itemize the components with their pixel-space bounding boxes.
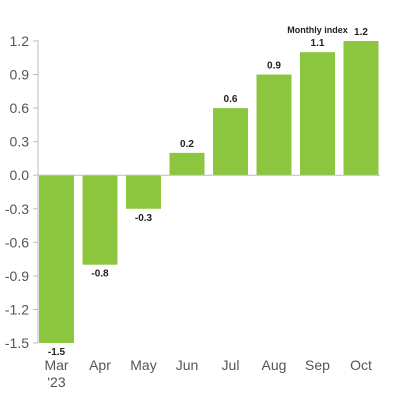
bar — [39, 175, 74, 343]
y-tick-label: -0.6 — [5, 234, 29, 250]
bar — [300, 52, 335, 176]
x-tick-label: May — [130, 357, 156, 373]
x-tick-label: Jun — [176, 357, 199, 373]
y-tick-label: -1.2 — [5, 301, 29, 317]
y-tick-label: -0.3 — [5, 201, 29, 217]
data-label: 1.1 — [311, 38, 325, 49]
data-label: -1.5 — [48, 347, 66, 358]
data-label: 0.9 — [267, 61, 281, 72]
y-tick-label: -0.9 — [5, 268, 29, 284]
data-label: -0.3 — [135, 213, 153, 224]
bar — [343, 41, 379, 176]
x-tick-label: Mar '23 — [44, 357, 68, 390]
y-axis: 1.2 0.9 0.6 0.3 0.0 -0.3 -0.6 -0.9 -1.2 -1.5 — [5, 33, 39, 351]
y-tick-label: 0.6 — [10, 100, 30, 116]
y-tick-label: -1.5 — [5, 335, 29, 351]
x-axis: Mar '23 Apr May Jun Jul Aug Sep Oct — [38, 174, 380, 390]
bar — [256, 74, 292, 176]
y-tick-label: 0.0 — [10, 167, 30, 183]
data-labels: -1.5 -0.8 -0.3 0.2 0.6 0.9 1.1 1.2 — [48, 27, 369, 358]
data-label: 1.2 — [354, 27, 368, 38]
data-label: 0.6 — [224, 94, 238, 105]
x-tick-label: Apr — [89, 357, 111, 373]
y-tick-label: 1.2 — [10, 33, 30, 49]
y-tick-label: 0.3 — [10, 134, 30, 150]
x-tick-label: Aug — [262, 357, 287, 373]
data-label: 0.2 — [180, 139, 194, 150]
bar — [169, 152, 205, 176]
data-label: -0.8 — [91, 269, 109, 280]
bar — [82, 175, 118, 265]
bars — [39, 41, 379, 343]
x-tick-label: Jul — [222, 357, 240, 373]
x-tick-label: Oct — [350, 357, 372, 373]
y-tick-label: 0.9 — [10, 67, 30, 83]
x-tick-label: Sep — [305, 357, 330, 373]
bar — [126, 175, 161, 209]
bar — [213, 108, 248, 176]
legend-label: Monthly index — [287, 25, 348, 35]
